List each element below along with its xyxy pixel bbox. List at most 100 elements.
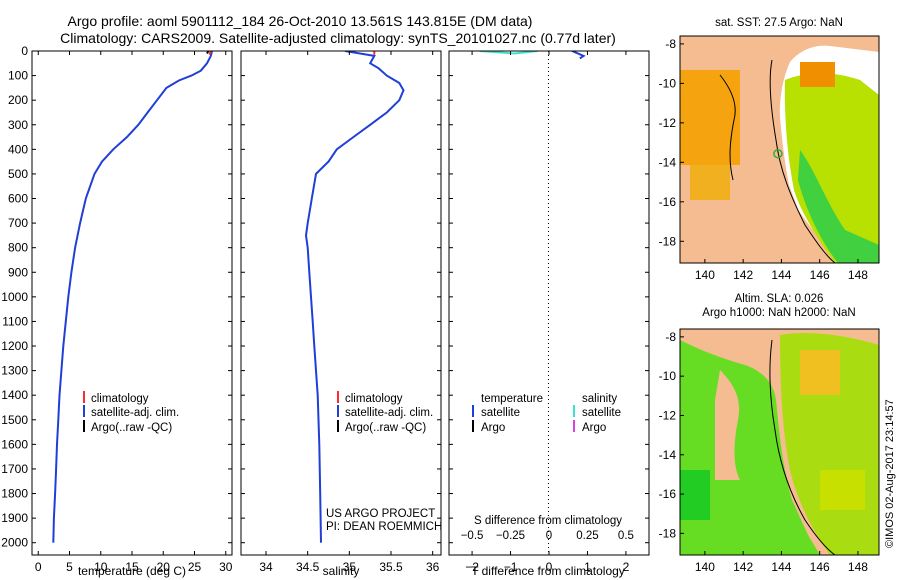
depth-tick-label: 100: [8, 69, 28, 83]
s-diff-tick-label: 0.5: [618, 530, 634, 542]
series-line-s-satellite: [479, 51, 538, 55]
sst-map-lon-ticks: 140 142 144 146 148: [695, 259, 868, 282]
lon-tick-label: 142: [733, 560, 753, 574]
s-diff-tick-label: 0.25: [576, 530, 598, 542]
depth-tick-label: 2000: [1, 536, 28, 550]
lon-tick-label: 146: [810, 560, 830, 574]
x-tick-label: 10: [94, 560, 108, 574]
x-tick-label: 30: [219, 560, 233, 574]
sla-map-area: [680, 329, 879, 555]
figure-title-line1: Argo profile: aoml 5901112_184 26-Oct-20…: [68, 13, 533, 29]
s-diff-tick-label: −0.25: [496, 530, 525, 542]
sst-gulf-south: [690, 165, 730, 200]
salinity-difference-ticks: −0.5 −0.25 0 0.25 0.5: [461, 530, 634, 542]
sla-high-patch: [800, 350, 840, 395]
x-tick-label: 0: [35, 560, 42, 574]
sla-map-subtitle: Argo h1000: NaN h2000: NaN: [702, 307, 855, 319]
depth-tick-label: 1100: [2, 314, 28, 328]
lon-tick-label: 140: [695, 560, 715, 574]
lat-tick-label: -18: [659, 234, 677, 248]
sst-map-lat-ticks: -8 -10 -12 -14 -16 -18: [659, 37, 684, 248]
legend-label-argo: Argo(..raw -QC): [345, 422, 426, 434]
sla-mid-patch: [820, 470, 865, 510]
coastline-east: [769, 339, 836, 555]
legend-label-argo: Argo(..raw -QC): [91, 422, 172, 434]
lat-tick-label: -14: [659, 155, 677, 169]
depth-tick-label: 1200: [1, 339, 28, 353]
salinity-depth-ticks: [241, 50, 441, 544]
t-difference-label: T difference from climatology: [471, 564, 625, 578]
depth-tick-label: 1400: [1, 388, 28, 402]
depth-tick-label: 1700: [1, 462, 28, 476]
sst-north-patch: [800, 62, 835, 87]
depth-tick-label: 200: [8, 93, 28, 107]
lat-tick-label: -8: [665, 37, 676, 51]
salinity-plot-area: [304, 51, 405, 543]
temperature-plot-area: [52, 51, 213, 543]
depth-tick-label: 1500: [1, 413, 28, 427]
lat-tick-label: -16: [659, 487, 677, 501]
depth-tick-label: 1900: [1, 511, 28, 525]
difference-axis-ticks: −2 −1 0 1 2: [465, 51, 630, 574]
legend-heading-salinity: salinity: [582, 393, 617, 405]
lat-tick-label: -10: [659, 369, 677, 383]
series-line-climatology: [208, 51, 212, 56]
sla-gulf: [680, 340, 820, 555]
sst-map-frame: [679, 35, 880, 264]
x-tick-label: −1: [504, 560, 518, 574]
depth-tick-label: 1600: [1, 437, 28, 451]
depth-tick-label: 600: [8, 192, 28, 206]
x-tick-label: 35: [343, 560, 357, 574]
series-line-satellite-adj-clim-: [304, 51, 405, 543]
legend-label-satellite: satellite-adj. clim.: [91, 407, 179, 419]
depth-tick-label: 400: [8, 142, 28, 156]
sla-low-patch: [680, 470, 710, 520]
legend-label-s-satellite: satellite: [582, 407, 621, 419]
sst-map-title: sat. SST: 27.5 Argo: NaN: [715, 17, 843, 29]
lat-tick-label: -14: [659, 448, 677, 462]
x-tick-label: −2: [465, 560, 479, 574]
sla-map-lon-ticks: 140 142 144 146 148: [695, 551, 868, 574]
depth-tick-label: 500: [8, 167, 28, 181]
sst-reef-cool: [798, 150, 879, 263]
depth-tick-label: 900: [8, 265, 28, 279]
lon-tick-label: 144: [771, 560, 791, 574]
legend-label-t-argo: Argo: [481, 422, 505, 434]
lon-tick-label: 142: [733, 268, 753, 282]
legend-heading-temperature: temperature: [481, 393, 543, 405]
sla-map-lat-ticks: -8 -10 -12 -14 -16 -18: [659, 330, 684, 540]
argo-position-marker: [773, 148, 783, 159]
temperature-xlabel: temperature (deg C): [78, 564, 186, 578]
sla-map-panel: Altim. SLA: 0.026 Argo h1000: NaN h2000:…: [659, 293, 880, 574]
lat-tick-label: -16: [659, 195, 677, 209]
sst-map-area: [680, 36, 879, 263]
sst-map-panel: sat. SST: 27.5 Argo: NaN 140 142 144 146 148…: [659, 17, 880, 282]
x-tick-label: 36: [426, 560, 440, 574]
sst-gulf-warm: [680, 70, 740, 165]
x-tick-label: 34: [259, 560, 273, 574]
x-tick-label: 34.5: [296, 560, 320, 574]
depth-tick-label: 1800: [1, 487, 28, 501]
salinity-xlabel: salinity: [323, 564, 360, 578]
lat-tick-label: -12: [659, 408, 677, 422]
difference-panel: −2 −1 0 1 2 −0.5 −0.25 0 0.25 0.5 S difference f…: [448, 50, 650, 578]
project-annotation-line1: US ARGO PROJECT: [326, 508, 435, 520]
depth-tick-label: 1000: [1, 290, 28, 304]
coastline-gulf: [719, 74, 736, 181]
difference-series-group: [479, 51, 586, 60]
lat-tick-label: -10: [659, 76, 677, 90]
project-annotation-line2: PI: DEAN ROEMMICH: [326, 521, 442, 533]
salinity-legend: climatology satellite-adj. clim. Argo(..…: [337, 391, 433, 434]
s-diff-tick-label: −0.5: [461, 530, 484, 542]
x-tick-label: 1: [584, 560, 591, 574]
x-tick-label: 15: [125, 560, 139, 574]
legend-label-climatology: climatology: [345, 393, 403, 405]
temperature-axis-ticks: 0 5 10 15 20 25 30: [35, 51, 233, 574]
s-diff-tick-label: 0: [546, 530, 552, 542]
temperature-axes-frame: [31, 50, 233, 556]
lon-tick-label: 140: [695, 268, 715, 282]
legend-label-t-satellite: satellite: [481, 407, 520, 419]
sla-map-frame: [679, 328, 880, 556]
sla-map-title: Altim. SLA: 0.026: [735, 293, 824, 305]
